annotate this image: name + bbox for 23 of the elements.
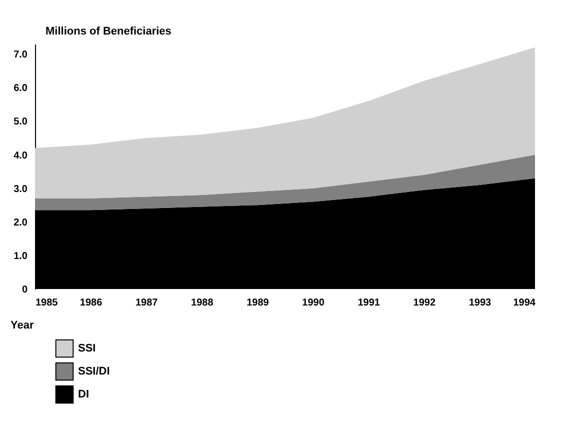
y-axis-title: Millions of Beneficiaries [46, 26, 172, 38]
x-tick-label: 1989 [246, 298, 270, 308]
x-tick-label: 1992 [413, 298, 436, 308]
legend-label: SSI [78, 342, 96, 354]
y-tick-label: 6.0 [14, 83, 28, 94]
x-tick-label: 1990 [302, 298, 325, 308]
x-axis-title: Year [10, 320, 34, 332]
y-tick-label: 0 [22, 284, 28, 296]
y-tick-label: 3.0 [14, 184, 28, 195]
x-tick-label: 1994 [513, 298, 536, 308]
x-tick-label: 1988 [191, 298, 214, 308]
legend-label: SSI/DI [78, 366, 110, 378]
legend-label: DI [78, 388, 89, 400]
x-tick-label: 1991 [358, 298, 380, 308]
y-tick-label: 5.0 [14, 116, 28, 128]
x-tick-label: 1987 [135, 298, 158, 308]
y-tick-label: 2.0 [14, 217, 28, 228]
x-tick-label: 1986 [80, 298, 103, 308]
x-tick-label: 1993 [468, 298, 492, 308]
x-tick-label: 1985 [36, 298, 58, 308]
y-tick-label: 4.0 [14, 150, 28, 162]
y-tick-label: 1.0 [14, 250, 28, 262]
y-tick-label: 7.0 [14, 50, 28, 61]
